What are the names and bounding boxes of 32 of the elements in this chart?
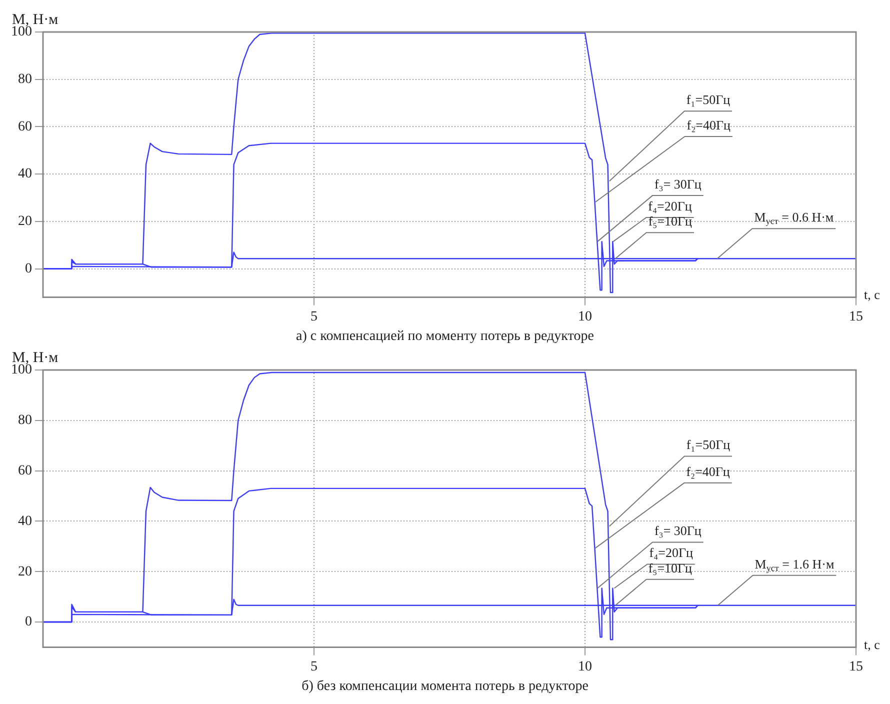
annotation: f₅=10Гц	[648, 214, 692, 229]
annotation: f₁=50Гц	[686, 92, 730, 108]
y-tick-label: 20	[18, 564, 32, 580]
annotation: f₄=20Гц	[649, 545, 693, 560]
annotation: f₃= 30Гц	[654, 176, 702, 192]
x-axis-title: t, с	[864, 287, 880, 302]
x-tick-label: 10	[578, 659, 592, 674]
x-tick-label: 15	[849, 309, 863, 324]
annotation: f₅=10Гц	[648, 560, 692, 576]
x-tick-label: 15	[849, 659, 863, 674]
x-tick-label: 10	[578, 309, 592, 324]
y-tick-label: 40	[18, 514, 32, 529]
x-tick-label: 5	[310, 309, 318, 324]
y-tick-label: 0	[25, 614, 32, 630]
y-tick-label: 80	[18, 413, 32, 428]
annotation: f₂=40Гц	[686, 117, 730, 132]
x-axis-title: t, с	[864, 637, 880, 652]
y-tick-label: 60	[18, 119, 32, 134]
y-tick-label: 40	[18, 166, 32, 182]
annotation: f₁=50Гц	[686, 437, 730, 452]
y-tick-label: 100	[11, 24, 32, 40]
x-tick-label: 5	[310, 659, 318, 674]
text: б) без компенсации момента потерь в редукторе	[300, 678, 590, 696]
y-tick-label: 80	[18, 72, 32, 88]
y-tick-label: 60	[18, 463, 32, 478]
y-tick-label: 20	[18, 214, 32, 230]
annotation: f₄=20Гц	[648, 198, 692, 214]
annotation: f₃= 30Гц	[654, 523, 702, 538]
y-tick-label: 100	[11, 362, 32, 378]
y-tick-label: 0	[25, 261, 32, 276]
text: а) с компенсацией по моменту потерь в редукторе	[295, 328, 595, 346]
annotation: f₂=40Гц	[686, 464, 730, 479]
